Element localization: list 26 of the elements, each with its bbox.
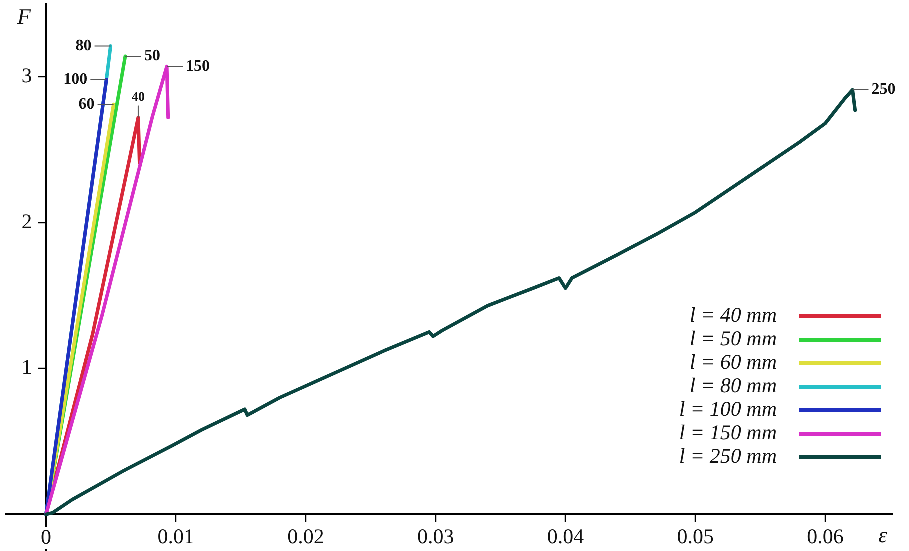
x-tick-label: 0.03 xyxy=(417,524,454,549)
annotation: 150 xyxy=(186,58,210,75)
x-tick-label: 0.02 xyxy=(288,524,324,549)
x-tick-label: 0 xyxy=(41,525,52,550)
x-tick-label: 0.06 xyxy=(807,524,844,549)
legend-label: l = 250 mm xyxy=(679,444,777,468)
legend-label: l = 150 mm xyxy=(679,420,777,445)
x-tick-label: 0.04 xyxy=(547,524,585,549)
legend-label: l = 50 mm xyxy=(690,326,777,351)
annotation: 60 xyxy=(78,96,95,113)
annotation: 50 xyxy=(144,48,160,65)
annotation: 40 xyxy=(132,89,145,104)
y-tick-label: 2 xyxy=(22,209,32,234)
legend-label: l = 80 mm xyxy=(690,374,777,398)
legend-label: l = 40 mm xyxy=(690,303,777,328)
x-axis-title: ε xyxy=(878,522,888,548)
x-tick-label: 0.05 xyxy=(677,524,714,549)
y-tick-label: 3 xyxy=(22,63,32,88)
annotation: 250 xyxy=(872,81,896,98)
legend-label: l = 100 mm xyxy=(679,397,777,422)
x-tick-label: 0.01 xyxy=(158,524,194,549)
annotation: 100 xyxy=(64,70,88,88)
legend-label: l = 60 mm xyxy=(690,350,777,374)
y-axis-title: F xyxy=(16,4,32,29)
y-tick-label: 1 xyxy=(22,355,32,380)
annotation: 80 xyxy=(76,37,92,54)
